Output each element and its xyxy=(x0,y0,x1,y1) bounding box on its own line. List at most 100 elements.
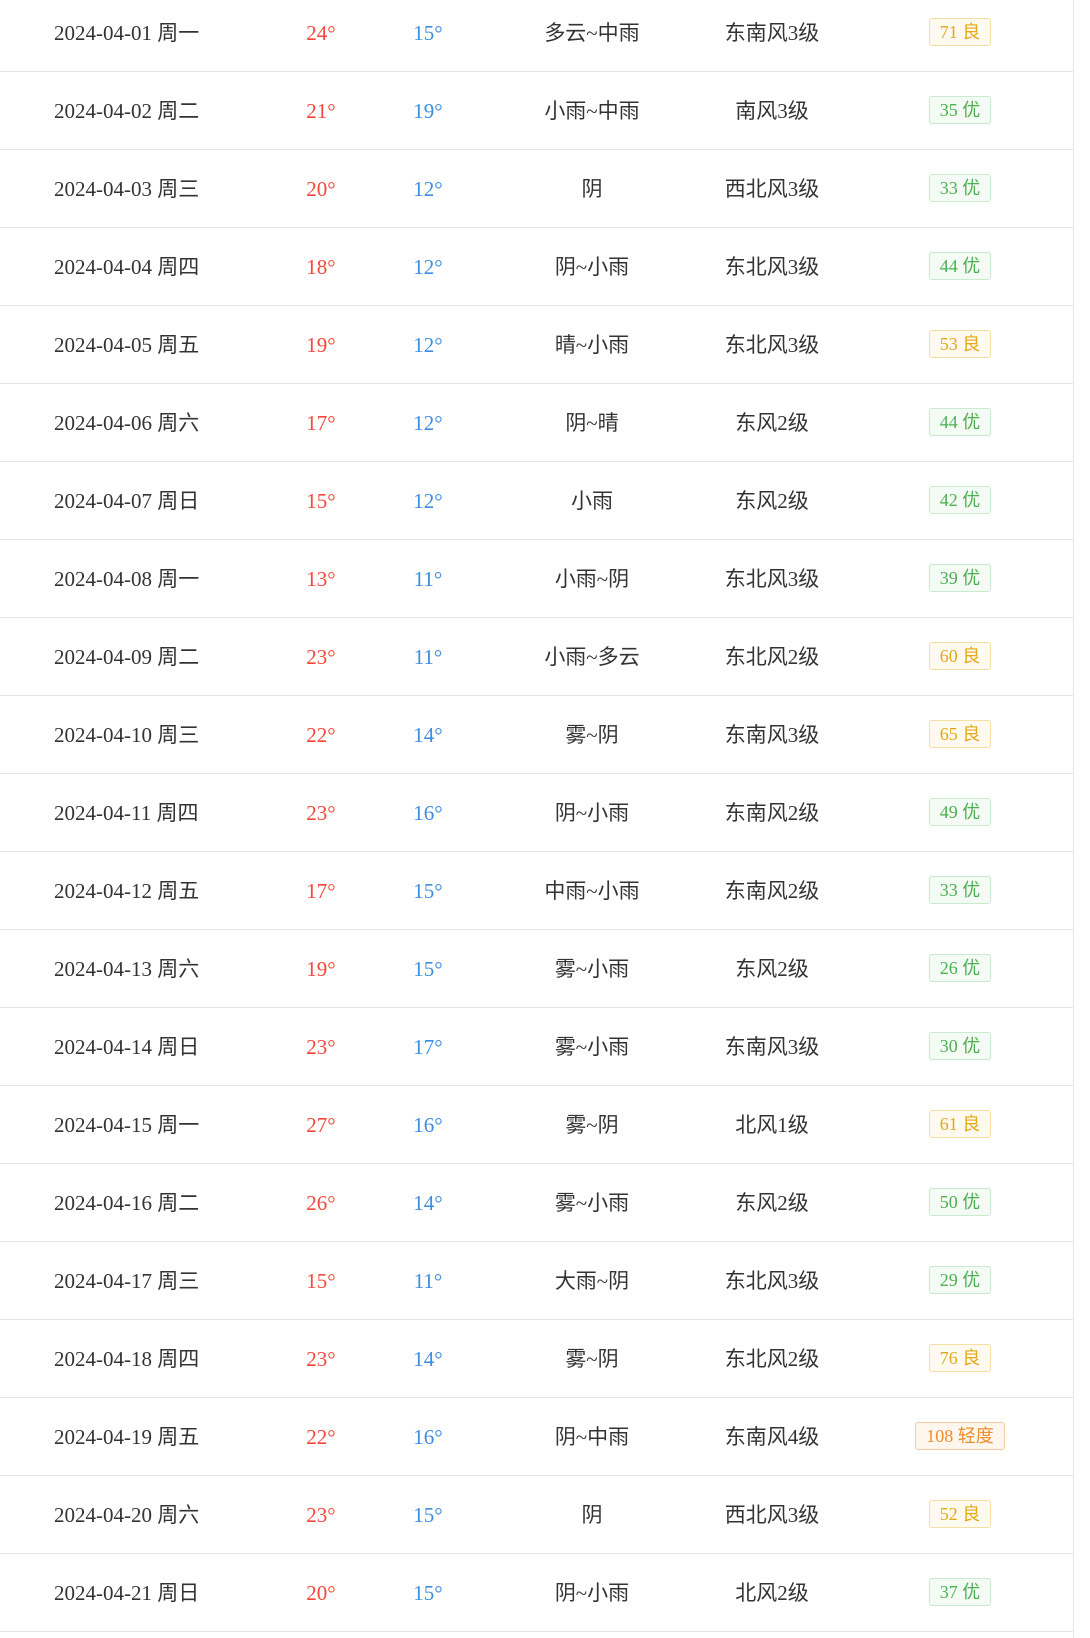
high-temp-cell: 18° xyxy=(306,255,336,279)
date-cell: 2024-04-15 周一 xyxy=(54,1113,200,1137)
date-cell: 2024-04-05 周五 xyxy=(54,333,200,357)
aqi-badge: 33 优 xyxy=(928,174,992,203)
aqi-badge: 108 轻度 xyxy=(915,1422,1005,1451)
aqi-cell: 44 优 xyxy=(860,228,1060,305)
wind-cell: 东北风3级 xyxy=(724,333,820,357)
high-temp-cell: 27° xyxy=(306,1113,336,1137)
high-temp-cell: 15° xyxy=(306,489,336,513)
weather-cell: 小雨 xyxy=(571,489,613,513)
aqi-cell: 29 优 xyxy=(860,1242,1060,1319)
high-temp-cell: 23° xyxy=(306,1035,336,1059)
low-temp-cell: 11° xyxy=(413,567,443,591)
aqi-cell: 61 良 xyxy=(860,1086,1060,1163)
wind-cell: 北风2级 xyxy=(735,1581,809,1605)
high-temp-cell: 21° xyxy=(306,99,336,123)
weather-cell: 小雨~阴 xyxy=(554,567,630,591)
aqi-badge: 35 优 xyxy=(928,96,992,125)
table-row: 2024-04-12 周五 17° 15° 中雨~小雨 东南风2级 33 优 xyxy=(0,852,1073,930)
aqi-cell: 33 优 xyxy=(860,852,1060,929)
table-row: 2024-04-20 周六 23° 15° 阴 西北风3级 52 良 xyxy=(0,1476,1073,1554)
wind-cell: 东北风3级 xyxy=(724,255,820,279)
weather-cell: 雾~阴 xyxy=(565,1113,619,1137)
low-temp-cell: 11° xyxy=(413,645,443,669)
aqi-badge: 50 优 xyxy=(928,1188,992,1217)
high-temp-cell: 19° xyxy=(306,957,336,981)
date-cell: 2024-04-19 周五 xyxy=(54,1425,200,1449)
table-row: 2024-04-10 周三 22° 14° 雾~阴 东南风3级 65 良 xyxy=(0,696,1073,774)
high-temp-cell: 17° xyxy=(306,879,336,903)
table-row: 2024-04-21 周日 20° 15° 阴~小雨 北风2级 37 优 xyxy=(0,1554,1073,1632)
aqi-badge: 71 良 xyxy=(928,18,992,47)
date-cell: 2024-04-14 周日 xyxy=(54,1035,200,1059)
high-temp-cell: 23° xyxy=(306,801,336,825)
date-cell: 2024-04-17 周三 xyxy=(54,1269,200,1293)
low-temp-cell: 15° xyxy=(413,1581,443,1605)
wind-cell: 北风1级 xyxy=(735,1113,809,1137)
low-temp-cell: 14° xyxy=(413,1347,443,1371)
low-temp-cell: 11° xyxy=(413,1269,443,1293)
date-cell: 2024-04-08 周一 xyxy=(54,567,200,591)
weather-cell: 雾~小雨 xyxy=(554,957,630,981)
aqi-cell: 53 良 xyxy=(860,306,1060,383)
aqi-cell: 37 优 xyxy=(860,1554,1060,1631)
table-row: 2024-04-07 周日 15° 12° 小雨 东风2级 42 优 xyxy=(0,462,1073,540)
weather-cell: 雾~小雨 xyxy=(554,1035,630,1059)
date-cell: 2024-04-07 周日 xyxy=(54,489,200,513)
table-row: 2024-04-19 周五 22° 16° 阴~中雨 东南风4级 108 轻度 xyxy=(0,1398,1073,1476)
weather-cell: 阴~中雨 xyxy=(554,1425,630,1449)
high-temp-cell: 23° xyxy=(306,1503,336,1527)
aqi-badge: 53 良 xyxy=(928,330,992,359)
high-temp-cell: 15° xyxy=(306,1269,336,1293)
aqi-badge: 65 良 xyxy=(928,720,992,749)
weather-cell: 中雨~小雨 xyxy=(544,879,640,903)
table-row: 2024-04-08 周一 13° 11° 小雨~阴 东北风3级 39 优 xyxy=(0,540,1073,618)
weather-cell: 小雨~中雨 xyxy=(544,99,640,123)
low-temp-cell: 15° xyxy=(413,21,443,45)
weather-cell: 阴~小雨 xyxy=(554,801,630,825)
aqi-badge: 49 优 xyxy=(928,798,992,827)
aqi-cell: 60 良 xyxy=(860,618,1060,695)
aqi-cell: 39 优 xyxy=(860,540,1060,617)
weather-cell: 晴~小雨 xyxy=(554,333,630,357)
aqi-cell: 44 优 xyxy=(860,384,1060,461)
date-cell: 2024-04-21 周日 xyxy=(54,1581,200,1605)
table-row: 2024-04-04 周四 18° 12° 阴~小雨 东北风3级 44 优 xyxy=(0,228,1073,306)
low-temp-cell: 19° xyxy=(413,99,443,123)
aqi-cell: 76 良 xyxy=(860,1320,1060,1397)
weather-cell: 阴~晴 xyxy=(565,411,619,435)
wind-cell: 东风2级 xyxy=(735,1191,809,1215)
table-row: 2024-04-03 周三 20° 12° 阴 西北风3级 33 优 xyxy=(0,150,1073,228)
aqi-cell: 33 优 xyxy=(860,150,1060,227)
aqi-cell: 30 优 xyxy=(860,1008,1060,1085)
date-cell: 2024-04-03 周三 xyxy=(54,177,200,201)
wind-cell: 东南风3级 xyxy=(724,1035,820,1059)
date-cell: 2024-04-11 周四 xyxy=(54,801,199,825)
low-temp-cell: 14° xyxy=(413,1191,443,1215)
aqi-cell: 35 优 xyxy=(860,72,1060,149)
aqi-badge: 52 良 xyxy=(928,1500,992,1529)
wind-cell: 西北风3级 xyxy=(724,1503,820,1527)
table-row: 2024-04-05 周五 19° 12° 晴~小雨 东北风3级 53 良 xyxy=(0,306,1073,384)
wind-cell: 东北风2级 xyxy=(724,1347,820,1371)
low-temp-cell: 15° xyxy=(413,1503,443,1527)
aqi-cell: 108 轻度 xyxy=(860,1398,1060,1475)
weather-cell: 小雨~多云 xyxy=(544,645,640,669)
date-cell: 2024-04-10 周三 xyxy=(54,723,200,747)
date-cell: 2024-04-20 周六 xyxy=(54,1503,200,1527)
date-cell: 2024-04-01 周一 xyxy=(54,21,200,45)
aqi-cell: 50 优 xyxy=(860,1164,1060,1241)
wind-cell: 东风2级 xyxy=(735,411,809,435)
aqi-badge: 39 优 xyxy=(928,564,992,593)
low-temp-cell: 17° xyxy=(413,1035,443,1059)
table-row: 2024-04-15 周一 27° 16° 雾~阴 北风1级 61 良 xyxy=(0,1086,1073,1164)
aqi-badge: 30 优 xyxy=(928,1032,992,1061)
date-cell: 2024-04-09 周二 xyxy=(54,645,200,669)
aqi-badge: 44 优 xyxy=(928,408,992,437)
table-row: 2024-04-14 周日 23° 17° 雾~小雨 东南风3级 30 优 xyxy=(0,1008,1073,1086)
weather-cell: 雾~阴 xyxy=(565,1347,619,1371)
table-row: 2024-04-11 周四 23° 16° 阴~小雨 东南风2级 49 优 xyxy=(0,774,1073,852)
wind-cell: 东南风2级 xyxy=(724,879,820,903)
aqi-badge: 37 优 xyxy=(928,1578,992,1607)
low-temp-cell: 12° xyxy=(413,255,443,279)
date-cell: 2024-04-13 周六 xyxy=(54,957,200,981)
